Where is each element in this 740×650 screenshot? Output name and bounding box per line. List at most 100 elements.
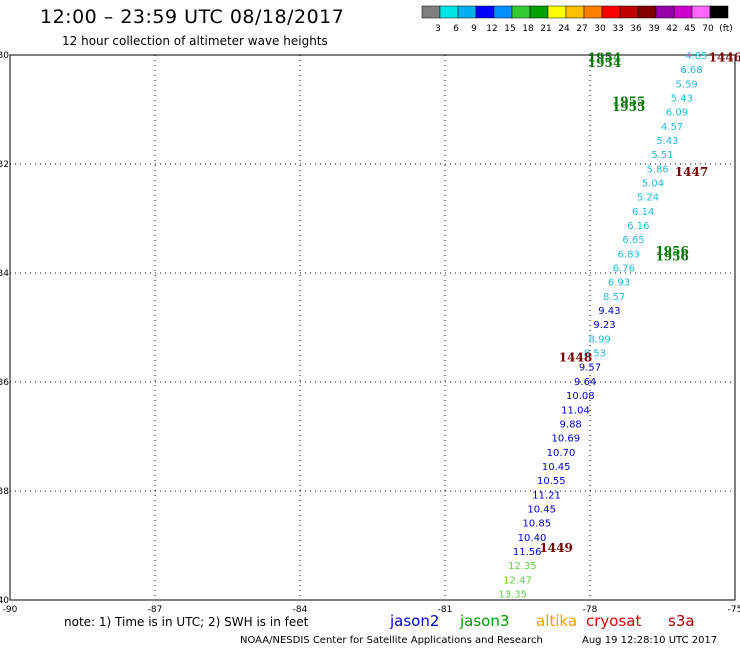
- colorbar-label: 39: [648, 24, 660, 34]
- colorbar-label: 42: [666, 24, 677, 34]
- swh-value: 10.55: [537, 476, 566, 487]
- swh-value: 9.57: [579, 363, 601, 374]
- swh-value: 6.09: [666, 108, 688, 119]
- swh-value: 9.88: [560, 419, 582, 430]
- colorbar-label: 33: [612, 24, 623, 34]
- time-label: 1955: [612, 94, 645, 108]
- colorbar-swatch: [457, 5, 477, 19]
- colorbar-swatch: [493, 5, 513, 19]
- swh-value: 11.04: [561, 405, 590, 416]
- swh-value: 11.56: [513, 547, 542, 558]
- time-label: 1956: [655, 244, 688, 258]
- colorbar-swatch: [421, 5, 441, 19]
- legend-item: altika: [536, 612, 577, 630]
- colorbar-label: 3: [435, 24, 441, 34]
- swh-value: 6.76: [613, 264, 635, 275]
- swh-value: 11.21: [532, 490, 561, 501]
- colorbar-swatch: [529, 5, 549, 19]
- swh-value: 10.70: [547, 448, 576, 459]
- colorbar-label: 24: [558, 24, 570, 34]
- y-tick-label: -38: [0, 487, 9, 497]
- legend-item: cryosat: [586, 612, 641, 630]
- legend-item: s3a: [668, 612, 695, 630]
- colorbar-swatch: [709, 5, 729, 19]
- swh-value: 5.04: [642, 179, 664, 190]
- legend-item: jason3: [459, 612, 509, 630]
- chart-subtitle: 12 hour collection of altimeter wave hei…: [62, 34, 328, 48]
- agency-footer: NOAA/NESDIS Center for Satellite Applica…: [240, 635, 543, 646]
- time-label: 1447: [675, 165, 708, 179]
- y-tick-label: -32: [0, 160, 9, 170]
- swh-value: 5.43: [671, 94, 693, 105]
- swh-value: 8.99: [589, 334, 611, 345]
- x-tick-label: -81: [438, 605, 453, 615]
- colorbar-swatch: [655, 5, 675, 19]
- time-label: 1449: [539, 541, 572, 555]
- colorbar-label: (ft): [719, 24, 733, 34]
- x-tick-label: -90: [3, 605, 18, 615]
- colorbar-label: 70: [702, 24, 714, 34]
- colorbar-label: 45: [684, 24, 695, 34]
- colorbar-swatch: [673, 5, 693, 19]
- x-tick-label: -84: [293, 605, 308, 615]
- colorbar-swatch: [601, 5, 621, 19]
- time-label: 1954: [588, 51, 621, 65]
- time-label: 1956: [655, 250, 688, 264]
- swh-value: 10.45: [542, 462, 571, 473]
- swh-value: 13.35: [498, 589, 527, 600]
- time-label: 1446: [709, 51, 740, 65]
- swh-value: 10.45: [527, 504, 556, 515]
- swh-value: 12.47: [503, 575, 532, 586]
- swh-value: 4.57: [661, 122, 683, 133]
- swh-value: 6.16: [627, 221, 649, 232]
- swh-value: 6.14: [632, 207, 654, 218]
- legend-item: jason2: [389, 612, 439, 630]
- y-tick-label: -30: [0, 51, 9, 61]
- colorbar-label: 30: [594, 24, 606, 34]
- colorbar-swatch: [475, 5, 495, 19]
- swh-value: 5.51: [651, 150, 673, 161]
- y-tick-label: -36: [0, 378, 9, 388]
- colorbar-swatch: [547, 5, 567, 19]
- swh-value: 9.23: [593, 320, 615, 331]
- swh-value: 5.86: [647, 164, 669, 175]
- colorbar-label: 18: [522, 24, 534, 34]
- swh-value: 6.65: [622, 235, 644, 246]
- x-tick-label: -75: [728, 605, 740, 615]
- colorbar-swatch: [637, 5, 657, 19]
- chart-note: note: 1) Time is in UTC; 2) SWH is in fe…: [64, 615, 309, 629]
- x-tick-label: -87: [148, 605, 163, 615]
- swh-value: 8.53: [584, 349, 606, 360]
- colorbar-label: 12: [486, 24, 497, 34]
- timestamp-footer: Aug 19 12:28:10 UTC 2017: [582, 635, 718, 646]
- swh-value: 5.59: [676, 79, 698, 90]
- colorbar-swatch: [439, 5, 459, 19]
- y-tick-label: -34: [0, 269, 9, 279]
- colorbar-label: 6: [453, 24, 459, 34]
- swh-value: 6.93: [608, 278, 630, 289]
- x-tick-label: -78: [583, 605, 598, 615]
- colorbar-label: 21: [540, 24, 551, 34]
- swh-value: 5.24: [637, 193, 659, 204]
- colorbar-swatch: [565, 5, 585, 19]
- swh-value: 10.85: [523, 519, 552, 530]
- time-label: 1955: [612, 100, 645, 114]
- colorbar-label: 36: [630, 24, 642, 34]
- swh-value: 10.69: [552, 434, 581, 445]
- swh-value: 10.40: [518, 533, 547, 544]
- swh-value: 5.43: [656, 136, 678, 147]
- colorbar-swatch: [583, 5, 603, 19]
- chart-title: 12:00 – 23:59 UTC 08/18/2017: [40, 6, 345, 28]
- swh-value: 9.64: [574, 377, 596, 388]
- y-tick-label: -40: [0, 596, 9, 606]
- swh-value: 10.08: [566, 391, 595, 402]
- swh-value: 12.35: [508, 561, 537, 572]
- time-label: 1954: [588, 56, 621, 70]
- colorbar-swatch: [511, 5, 531, 19]
- colorbar-swatch: [691, 5, 711, 19]
- colorbar-label: 15: [504, 24, 515, 34]
- colorbar-label: 9: [471, 24, 477, 34]
- swh-value: 6.83: [618, 249, 640, 260]
- swh-value: 8.57: [603, 292, 625, 303]
